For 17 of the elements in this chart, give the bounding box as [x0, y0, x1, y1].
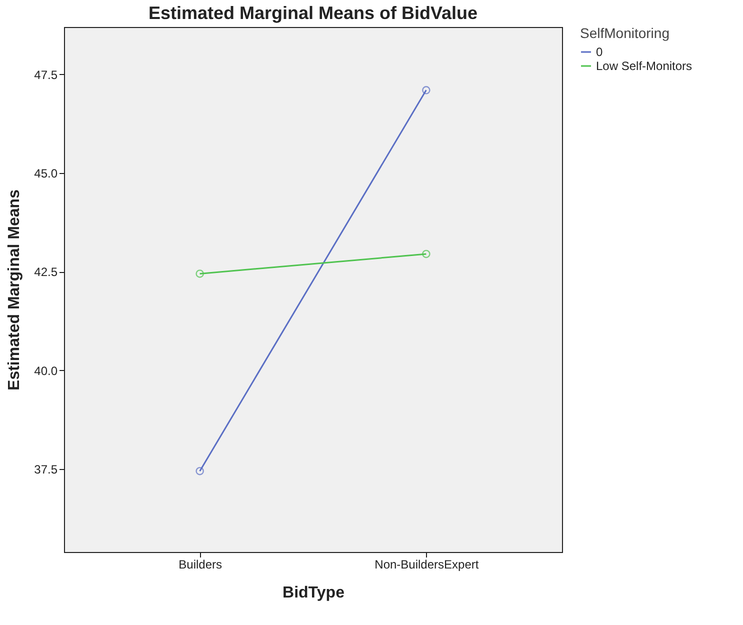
legend-title: SelfMonitoring: [580, 25, 670, 41]
point: [196, 466, 204, 476]
y-tick-label: 40.0: [34, 364, 58, 378]
chart-title: Estimated Marginal Means of BidValue: [148, 3, 478, 23]
y-axis-title: Estimated Marginal Means: [6, 189, 24, 390]
x-tick-label: Builders: [178, 558, 222, 572]
y-tick-label: 45.0: [34, 166, 58, 181]
legend-label: Low Self-Monitors: [596, 59, 692, 73]
y-tick-label: 37.5: [34, 462, 58, 477]
y-tick-label: 42.5: [34, 265, 58, 280]
point: [196, 270, 204, 278]
x-tick-label: Non-BuildersExpert: [374, 558, 480, 572]
point: [422, 250, 430, 258]
legend-label: 0: [596, 45, 603, 59]
point: [422, 86, 430, 94]
x-axis-title: BidType: [282, 584, 345, 602]
y-tick-label: 47.5: [34, 68, 58, 82]
